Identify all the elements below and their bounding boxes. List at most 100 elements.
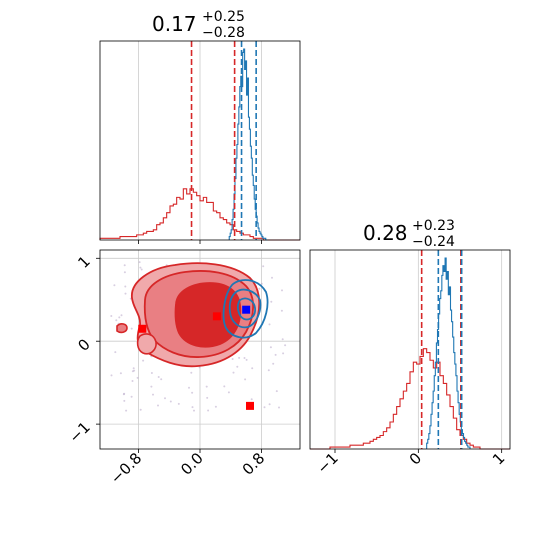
- sample-point: [250, 398, 253, 401]
- sample-point: [280, 309, 283, 312]
- sample-point: [284, 344, 287, 347]
- sample-point: [232, 371, 235, 374]
- scatter-ytick-label: 0: [74, 335, 93, 354]
- sample-point: [110, 374, 113, 377]
- sample-point: [118, 316, 121, 319]
- hist-x-quantile-lines: [190, 41, 257, 240]
- sample-point: [138, 261, 141, 264]
- hist-y-ticks: −1 0 1: [313, 449, 508, 477]
- sample-point: [243, 357, 246, 359]
- hist-y-frame: [309, 249, 511, 450]
- sample-point: [245, 358, 248, 361]
- sample-point: [177, 402, 180, 405]
- sample-point: [124, 292, 127, 295]
- sample-point: [142, 359, 145, 362]
- title-hist-y-value: 0.28: [363, 221, 408, 245]
- sample-point: [188, 386, 190, 389]
- sample-point: [114, 351, 117, 354]
- sample-point: [136, 376, 139, 379]
- hist-y-xtick-label: 1: [489, 449, 508, 468]
- red-square-marker: [138, 324, 147, 333]
- sample-point: [191, 391, 194, 394]
- scatter-xtick-label: 0.8: [239, 449, 269, 479]
- sample-point: [164, 397, 166, 400]
- hist-y-series-red: [310, 348, 510, 450]
- blue-contour-inner: [237, 297, 256, 321]
- hist-x-series-red: [99, 188, 300, 241]
- sample-point: [205, 385, 208, 388]
- red-contour-small: [116, 323, 128, 334]
- sample-point: [281, 338, 284, 341]
- hist-x-frame: [99, 40, 301, 241]
- sample-point: [110, 315, 113, 317]
- red-square-marker: [212, 312, 221, 321]
- sample-point: [258, 287, 261, 290]
- sample-point: [157, 404, 159, 407]
- sample-point: [270, 300, 273, 303]
- scatter-ytick-label: −1: [65, 418, 93, 446]
- red-square-marker: [246, 401, 254, 410]
- scatter-ytick-label: 1: [74, 252, 93, 271]
- sample-point: [198, 366, 201, 369]
- sample-point: [268, 323, 271, 326]
- sample-point: [150, 385, 153, 388]
- sample-point: [275, 390, 278, 393]
- sample-point: [238, 356, 241, 359]
- sample-point: [231, 358, 234, 360]
- red-contour-blob: [136, 333, 157, 355]
- sample-point: [132, 367, 135, 370]
- sample-point: [160, 378, 163, 381]
- sample-point: [125, 409, 128, 412]
- sample-point: [227, 391, 230, 394]
- blue-contour-mid: [228, 288, 262, 329]
- sample-point: [139, 408, 142, 411]
- sample-point: [124, 285, 127, 288]
- sample-point: [262, 265, 265, 268]
- sample-point: [157, 376, 160, 378]
- sample-point: [236, 365, 239, 368]
- hist-y-xtick-label: −1: [313, 449, 341, 477]
- hist-y-grid: [334, 250, 503, 449]
- title-hist-x-minus: −0.28: [202, 25, 245, 41]
- sample-point: [282, 352, 285, 355]
- sample-point: [169, 400, 172, 403]
- sample-point: [206, 396, 209, 399]
- sample-point: [223, 385, 226, 388]
- sample-point: [122, 393, 125, 396]
- sample-point: [119, 372, 122, 375]
- sample-point: [130, 327, 133, 330]
- sample-point: [150, 372, 153, 374]
- sample-point: [207, 409, 210, 412]
- panel-scatter-xy: −0.8 0.0 0.8 1 0 −1: [65, 249, 301, 488]
- sample-point: [130, 395, 133, 398]
- title-hist-y-plus: +0.23: [412, 218, 455, 234]
- sample-point: [123, 399, 126, 402]
- sample-point: [133, 369, 136, 372]
- sample-point: [278, 406, 280, 409]
- sample-point: [123, 264, 126, 267]
- sample-point: [139, 266, 142, 269]
- hist-x-grid: [138, 41, 262, 244]
- hist-y-xtick-label: 0: [406, 449, 425, 468]
- sample-point: [190, 371, 193, 374]
- sample-point: [251, 367, 254, 370]
- blue-square-marker: [242, 305, 251, 314]
- sample-point: [268, 403, 271, 406]
- sample-point: [244, 378, 247, 381]
- sample-point: [214, 405, 217, 408]
- panel-hist-x: 0.17 +0.25 −0.28: [99, 9, 301, 244]
- sample-point: [113, 284, 116, 287]
- title-hist-x-plus: +0.25: [202, 9, 245, 25]
- sample-point: [271, 276, 273, 279]
- sample-point: [115, 319, 118, 322]
- scatter-xtick-label: 0.0: [177, 449, 207, 479]
- sample-point: [263, 406, 266, 409]
- sample-point: [274, 353, 277, 356]
- sample-point: [272, 362, 275, 365]
- scatter-xtick-label: −0.8: [107, 449, 145, 487]
- sample-point: [191, 406, 194, 409]
- title-hist-y-minus: −0.24: [412, 234, 455, 250]
- sample-point: [131, 380, 134, 382]
- blue-contour-outer: [222, 279, 269, 339]
